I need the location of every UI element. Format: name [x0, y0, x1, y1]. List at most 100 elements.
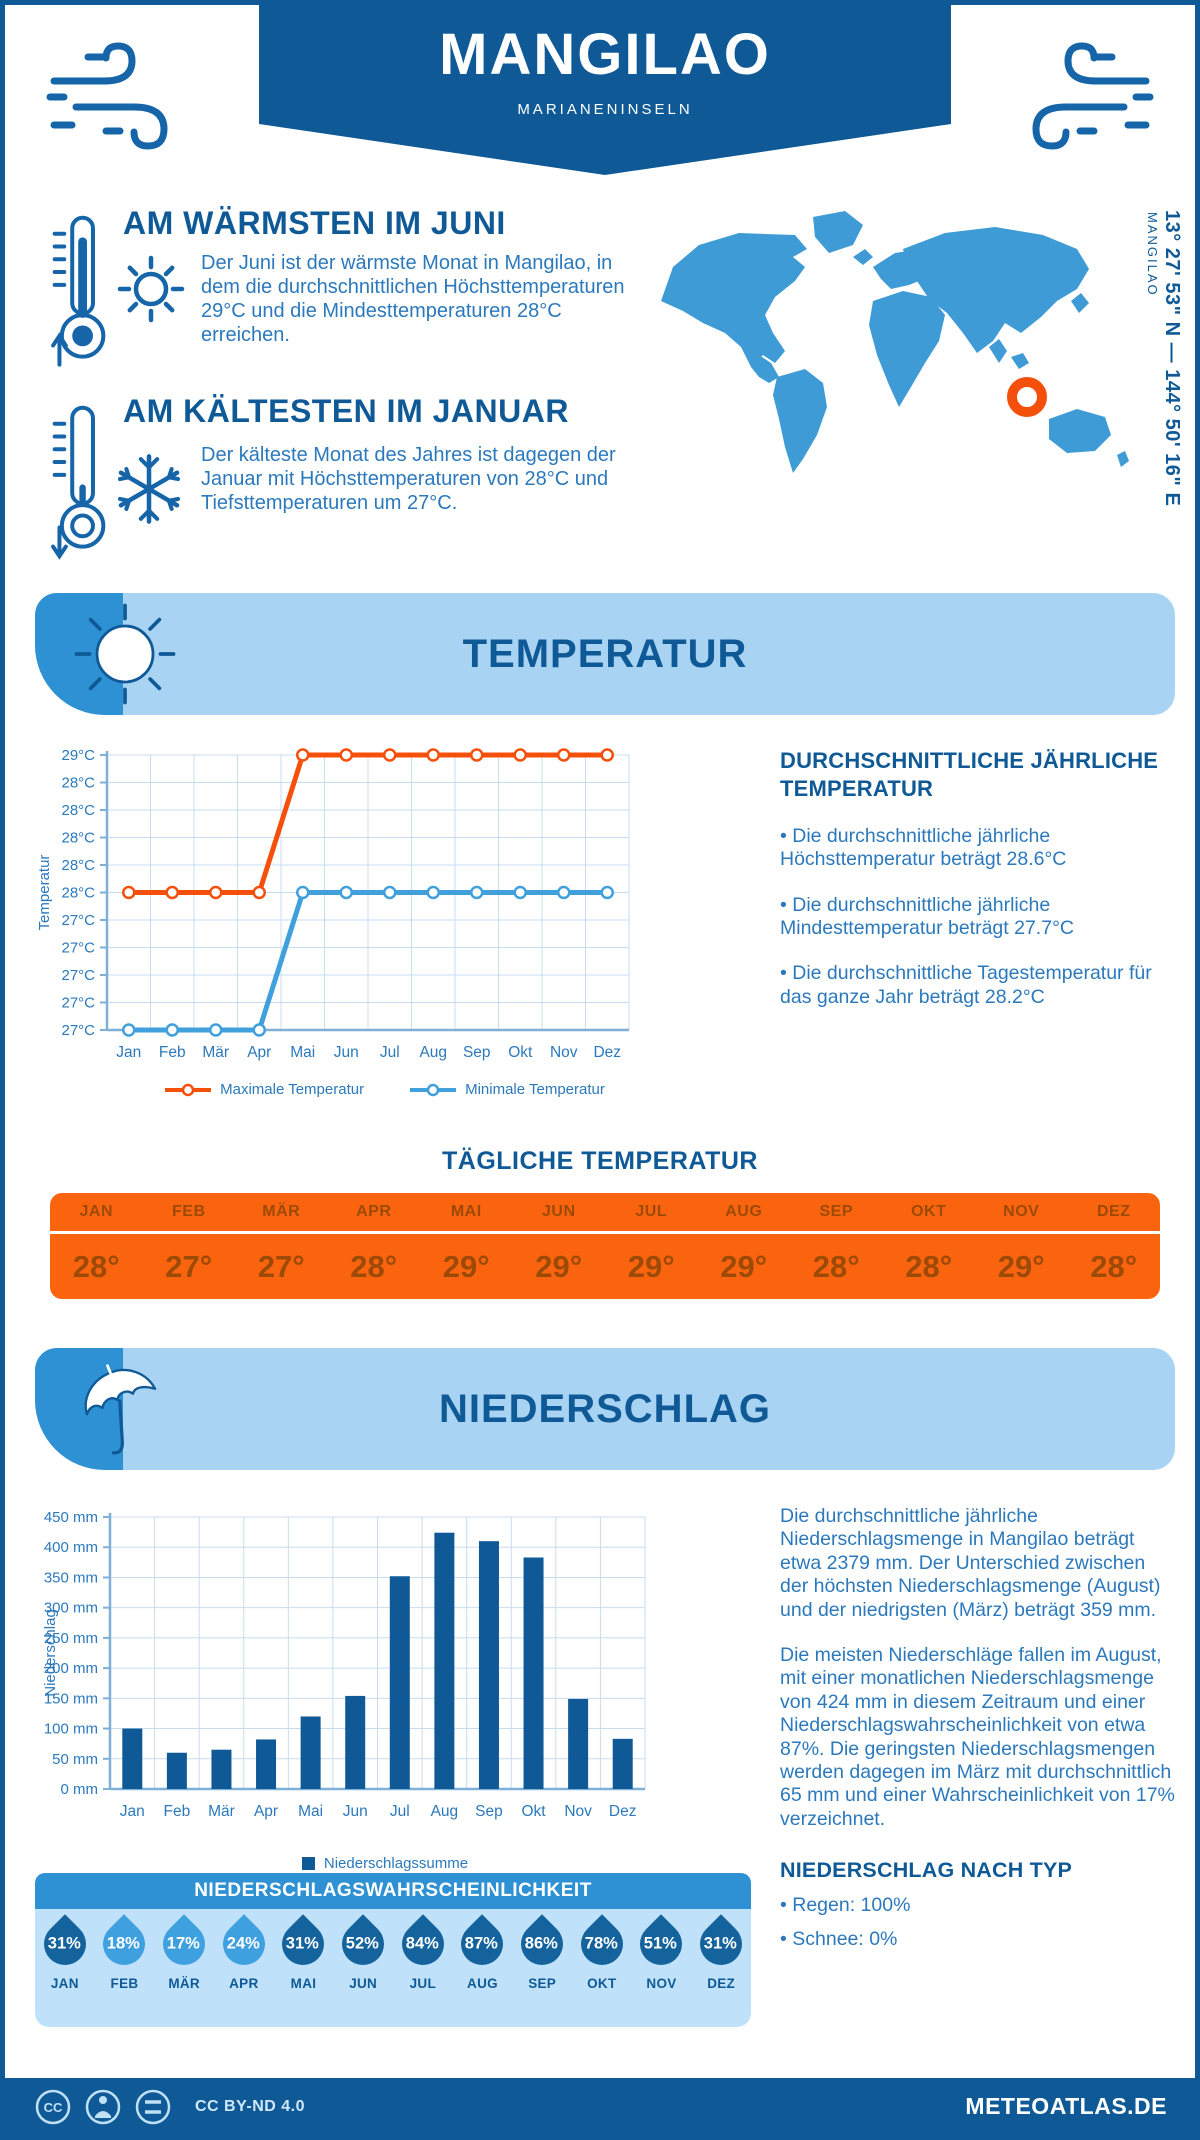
probability-cell: 87% AUG	[452, 1909, 513, 2027]
daily-temp-value: 27°	[257, 1248, 305, 1284]
svg-text:Apr: Apr	[254, 1803, 278, 1820]
probability-month-label: OKT	[587, 1976, 617, 1991]
location-marker	[1007, 377, 1047, 417]
daily-temp-value: 29°	[720, 1248, 768, 1284]
probability-month-label: MAI	[290, 1976, 317, 1991]
thermometer-warm-icon	[51, 215, 106, 367]
page-title: MANGILAO	[439, 22, 771, 87]
summary-bullet: • Die durchschnittliche jährliche Mindes…	[780, 893, 1074, 940]
svg-text:Niederschlag: Niederschlag	[42, 1609, 59, 1697]
svg-text:28°C: 28°C	[61, 802, 95, 819]
probability-cell: 78% OKT	[572, 1909, 632, 2027]
bar-Jun	[345, 1695, 366, 1789]
cold-month-title: AM KÄLTESTEN IM JANUAR	[123, 393, 569, 429]
svg-text:29°C: 29°C	[61, 747, 95, 764]
svg-text:Feb: Feb	[159, 1044, 186, 1061]
water-drop-icon: 31%	[273, 1914, 334, 1974]
bar-Apr	[256, 1739, 277, 1789]
bar-Jan	[122, 1728, 143, 1789]
thermometer-cold-icon	[51, 405, 106, 560]
coordinates-text: 13° 27' 53" N — 144° 50' 16" E	[1161, 210, 1183, 507]
probability-cell: 84% JUL	[393, 1909, 453, 2027]
daily-temp-month: APR	[356, 1203, 392, 1220]
probability-month-label: JUN	[349, 1976, 378, 1991]
svg-text:28°C: 28°C	[61, 830, 95, 847]
water-drop-icon: 31%	[35, 1914, 95, 1974]
precipitation-section-title: NIEDERSCHLAG	[438, 1386, 772, 1431]
daily-temp-month: OKT	[911, 1203, 947, 1220]
bar-Mär	[211, 1749, 232, 1789]
svg-text:350 mm: 350 mm	[44, 1569, 98, 1586]
precipitation-paragraph: Die meisten Niederschläge fallen im Augu…	[780, 1643, 1175, 1830]
svg-text:Temperatur: Temperatur	[36, 855, 53, 931]
creative-commons-icons: CC	[35, 2089, 171, 2124]
probability-month-label: APR	[229, 1976, 259, 1991]
probability-month-label: SEP	[528, 1976, 557, 1991]
daily-temp-value: 29°	[627, 1248, 675, 1284]
precipitation-bar-chart: 0 mm 50 mm 100 mm 150 mm 200 mm 250 mm 300 mm 3…	[42, 1509, 646, 1820]
svg-text:Aug: Aug	[419, 1044, 447, 1061]
svg-text:Nov: Nov	[550, 1044, 578, 1061]
svg-text:100 mm: 100 mm	[44, 1721, 98, 1738]
svg-text:250 mm: 250 mm	[44, 1630, 98, 1647]
svg-text:Mär: Mär	[208, 1803, 235, 1820]
probability-drops-row: 31% JAN 18% FEB 17% MÄR 24% APR 31% MAI 52% JUN 84% J…	[35, 1909, 751, 2027]
probability-cell: 31% MAI	[273, 1909, 334, 2027]
water-drop-icon: 78%	[572, 1914, 632, 1974]
bar-Okt	[523, 1557, 544, 1789]
world-map	[661, 211, 1129, 473]
bar-Aug	[434, 1532, 455, 1789]
daily-temperature-months-row: JAN FEB MÄR APR MAI JUN JUL AUG SEP OKT NOV DEZ	[50, 1193, 1160, 1234]
svg-text:450 mm: 450 mm	[44, 1509, 98, 1526]
probability-cell: 31% DEZ	[691, 1909, 751, 2027]
type-bullet: • Regen: 100%	[780, 1894, 911, 1917]
daily-temp-month: AUG	[725, 1203, 763, 1220]
probability-title: NIEDERSCHLAGSWAHRSCHEINLICHKEIT	[35, 1873, 751, 1909]
svg-text:Nov: Nov	[564, 1803, 592, 1820]
daily-temp-value: 27°	[165, 1248, 213, 1284]
probability-month-label: JUL	[409, 1976, 437, 1991]
header-banner: MANGILAO MARIANENINSELN	[259, 5, 951, 175]
umbrella-banner-icon	[84, 1364, 157, 1455]
probability-cell: 24% APR	[214, 1909, 274, 2027]
daily-temp-value: 28°	[812, 1248, 860, 1284]
svg-text:27°C: 27°C	[61, 995, 95, 1012]
daily-temp-month: DEZ	[1097, 1203, 1131, 1220]
svg-text:Jul: Jul	[390, 1803, 410, 1820]
svg-text:Dez: Dez	[609, 1803, 637, 1820]
warm-month-title: AM WÄRMSTEN IM JUNI	[123, 205, 506, 241]
daily-temp-value: 28°	[350, 1248, 398, 1284]
precipitation-text-panel: Die durchschnittliche jährliche Niedersc…	[780, 1505, 1178, 1951]
svg-text:Dez: Dez	[593, 1044, 621, 1061]
bar-Jul	[389, 1576, 410, 1789]
svg-text:27°C: 27°C	[61, 967, 95, 984]
temperature-summary-panel: DURCHSCHNITTLICHE JÄHRLICHE TEMPERATUR •…	[780, 747, 1178, 1009]
water-drop-icon: 17%	[154, 1914, 214, 1974]
probability-cell: 86% SEP	[512, 1909, 572, 2027]
water-drop-icon: 51%	[631, 1914, 692, 1974]
type-bullet: • Schnee: 0%	[780, 1927, 898, 1950]
probability-month-label: MÄR	[168, 1976, 200, 1991]
location-name: MANGILAO	[1145, 212, 1160, 297]
legend-item: Minimale Temperatur	[410, 1081, 605, 1098]
svg-text:Okt: Okt	[508, 1044, 533, 1061]
temperature-summary-title: DURCHSCHNITTLICHE JÄHRLICHE TEMPERATUR	[780, 748, 1159, 801]
svg-text:Sep: Sep	[475, 1803, 503, 1820]
precipitation-type-bullets: • Regen: 100% • Schnee: 0%	[780, 1894, 1178, 1951]
sun-icon	[117, 255, 185, 323]
water-drop-icon: 52%	[333, 1914, 393, 1974]
svg-text:27°C: 27°C	[61, 912, 95, 929]
daily-temp-month: MAI	[450, 1203, 482, 1220]
svg-text:Sep: Sep	[463, 1044, 491, 1061]
temperature-line-chart: 27°C 27°C 27°C 27°C 27°C 28°C 28°C 28°C 28°C 28°C…	[36, 747, 630, 1061]
bar-Mai	[300, 1716, 321, 1789]
svg-text:28°C: 28°C	[61, 885, 95, 902]
temperature-summary-bullets: • Die durchschnittliche jährliche Höchst…	[780, 825, 1178, 1009]
daily-temp-value: 29°	[442, 1248, 490, 1284]
daily-temp-month: FEB	[172, 1203, 206, 1220]
summary-bullet: • Die durchschnittliche jährliche Höchst…	[780, 824, 1067, 871]
warm-month-text: Der Juni ist der wärmste Monat in Mangil…	[201, 252, 625, 346]
svg-text:28°C: 28°C	[61, 775, 95, 792]
daily-temperature-title: TÄGLICHE TEMPERATUR	[442, 1147, 758, 1175]
